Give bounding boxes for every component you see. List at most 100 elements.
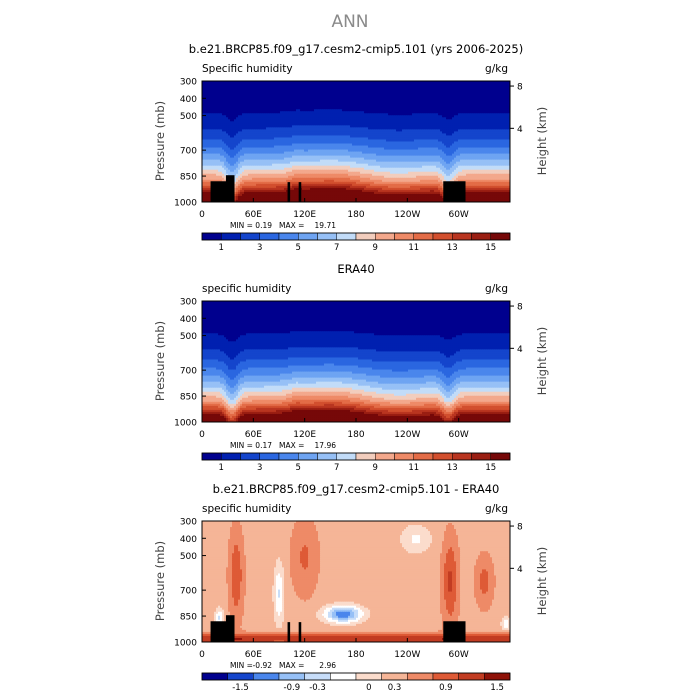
field-cell — [270, 117, 273, 120]
field-cell — [436, 119, 439, 122]
field-cell — [394, 97, 397, 100]
field-cell — [320, 121, 323, 124]
field-cell — [468, 119, 471, 122]
field-cell — [346, 119, 349, 122]
field-cell — [436, 93, 439, 96]
field-cell — [276, 99, 279, 102]
field-cell — [468, 83, 471, 86]
field-cell — [354, 111, 357, 114]
field-cell — [356, 115, 359, 118]
field-cell — [298, 89, 301, 92]
field-cell — [280, 91, 283, 94]
field-cell — [390, 89, 393, 92]
field-cell — [350, 99, 353, 102]
field-cell — [216, 97, 219, 100]
field-cell — [270, 121, 273, 124]
field-cell — [218, 111, 221, 114]
field-cell — [328, 117, 331, 120]
field-cell — [342, 85, 345, 88]
field-cell — [480, 105, 483, 108]
field-cell — [506, 105, 509, 108]
field-cell — [462, 87, 465, 90]
field-cell — [484, 111, 487, 114]
field-cell — [322, 121, 325, 124]
field-cell — [210, 91, 213, 94]
field-cell — [430, 99, 433, 102]
field-cell — [358, 101, 361, 104]
field-cell — [334, 97, 337, 100]
field-cell — [508, 105, 511, 108]
field-cell — [426, 95, 429, 98]
field-cell — [470, 119, 473, 122]
field-cell — [404, 103, 407, 106]
field-cell — [414, 113, 417, 116]
field-cell — [460, 113, 463, 116]
field-cell — [398, 89, 401, 92]
field-cell — [448, 91, 451, 94]
field-cell — [374, 97, 377, 100]
field-cell — [458, 93, 461, 96]
field-cell — [242, 87, 245, 90]
field-cell — [446, 119, 449, 122]
field-cell — [432, 103, 435, 106]
field-cell — [458, 87, 461, 90]
field-cell — [430, 89, 433, 92]
field-cell — [224, 111, 227, 114]
field-cell — [268, 81, 271, 84]
field-cell — [316, 85, 319, 88]
field-cell — [338, 119, 341, 122]
field-cell — [496, 101, 499, 104]
field-cell — [238, 117, 241, 120]
min-label: MIN = — [230, 221, 253, 230]
field-cell — [328, 81, 331, 84]
field-cell — [250, 97, 253, 100]
field-cell — [454, 85, 457, 88]
field-cell — [420, 85, 423, 88]
field-cell — [366, 81, 369, 84]
field-cell — [478, 99, 481, 102]
field-cell — [370, 113, 373, 116]
field-cell — [232, 87, 235, 90]
field-cell — [382, 85, 385, 88]
field-cell — [336, 97, 339, 100]
field-cell — [496, 95, 499, 98]
field-cell — [340, 81, 343, 84]
field-cell — [258, 85, 261, 88]
field-cell — [238, 113, 241, 116]
field-cell — [342, 93, 345, 96]
field-cell — [322, 89, 325, 92]
field-cell — [260, 81, 263, 84]
field-cell — [210, 113, 213, 116]
field-cell — [310, 115, 313, 118]
field-cell — [504, 113, 507, 116]
field-cell — [442, 93, 445, 96]
field-cell — [368, 121, 371, 124]
field-cell — [400, 85, 403, 88]
field-cell — [266, 103, 269, 106]
field-cell — [420, 89, 423, 92]
field-cell — [248, 101, 251, 104]
field-cell — [486, 97, 489, 100]
field-cell — [374, 93, 377, 96]
field-cell — [468, 103, 471, 106]
field-cell — [418, 119, 421, 122]
field-cell — [296, 113, 299, 116]
field-cell — [246, 107, 249, 110]
field-cell — [416, 103, 419, 106]
field-cell — [384, 99, 387, 102]
field-cell — [378, 89, 381, 92]
field-cell — [478, 87, 481, 90]
field-cell — [368, 105, 371, 108]
field-cell — [454, 97, 457, 100]
field-cell — [340, 111, 343, 114]
field-cell — [494, 111, 497, 114]
field-cell — [256, 111, 259, 114]
field-cell — [334, 93, 337, 96]
field-cell — [242, 93, 245, 96]
field-cell — [418, 91, 421, 94]
field-cell — [506, 117, 509, 120]
field-cell — [224, 101, 227, 104]
field-cell — [242, 91, 245, 94]
field-cell — [208, 107, 211, 110]
field-cell — [242, 85, 245, 88]
